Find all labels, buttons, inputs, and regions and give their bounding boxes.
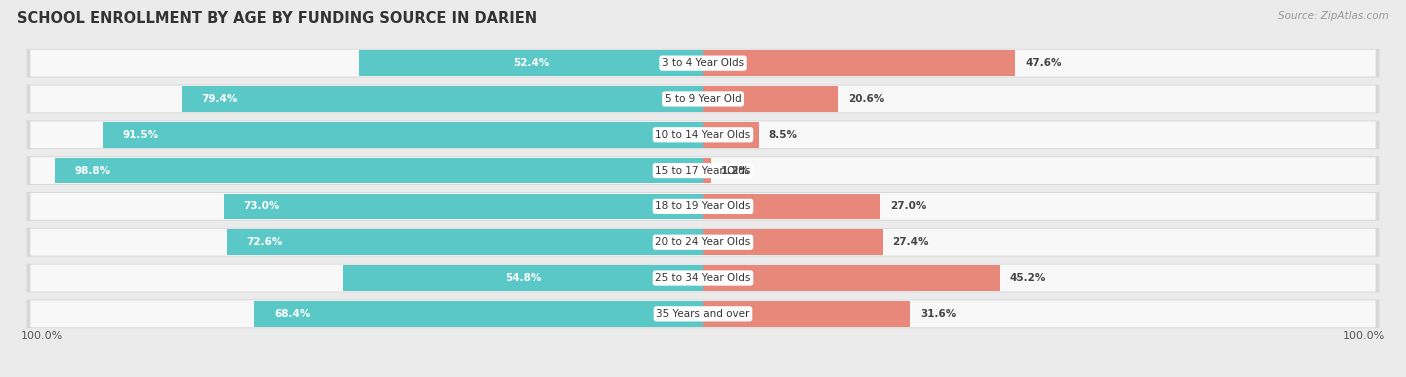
Text: 91.5%: 91.5% [122, 130, 159, 140]
Text: 27.4%: 27.4% [893, 237, 929, 247]
Text: 72.6%: 72.6% [246, 237, 283, 247]
Bar [703, 50, 1015, 76]
Text: 54.8%: 54.8% [505, 273, 541, 283]
Text: 1.2%: 1.2% [721, 166, 749, 176]
Text: 3 to 4 Year Olds: 3 to 4 Year Olds [662, 58, 744, 68]
FancyBboxPatch shape [27, 121, 1379, 149]
Text: 100.0%: 100.0% [21, 331, 63, 341]
Bar [703, 158, 711, 184]
FancyBboxPatch shape [31, 50, 1375, 77]
FancyBboxPatch shape [27, 49, 1379, 77]
Text: SCHOOL ENROLLMENT BY AGE BY FUNDING SOURCE IN DARIEN: SCHOOL ENROLLMENT BY AGE BY FUNDING SOUR… [17, 11, 537, 26]
Text: 20 to 24 Year Olds: 20 to 24 Year Olds [655, 237, 751, 247]
Bar [55, 158, 703, 184]
Text: 31.6%: 31.6% [920, 309, 956, 319]
Text: 27.0%: 27.0% [890, 201, 927, 211]
Bar [254, 301, 703, 327]
Text: 5 to 9 Year Old: 5 to 9 Year Old [665, 94, 741, 104]
FancyBboxPatch shape [31, 86, 1375, 112]
Text: 47.6%: 47.6% [1025, 58, 1062, 68]
Text: 15 to 17 Year Olds: 15 to 17 Year Olds [655, 166, 751, 176]
FancyBboxPatch shape [27, 300, 1379, 328]
Text: 68.4%: 68.4% [274, 309, 311, 319]
Bar [343, 265, 703, 291]
Text: 73.0%: 73.0% [243, 201, 280, 211]
Bar [226, 229, 703, 255]
Text: 18 to 19 Year Olds: 18 to 19 Year Olds [655, 201, 751, 211]
Bar [703, 301, 910, 327]
Text: 45.2%: 45.2% [1010, 273, 1046, 283]
Text: 52.4%: 52.4% [513, 58, 550, 68]
Text: 79.4%: 79.4% [201, 94, 238, 104]
Text: 20.6%: 20.6% [848, 94, 884, 104]
Text: 8.5%: 8.5% [769, 130, 797, 140]
FancyBboxPatch shape [27, 85, 1379, 113]
Text: 35 Years and over: 35 Years and over [657, 309, 749, 319]
Bar [703, 122, 759, 148]
FancyBboxPatch shape [31, 157, 1375, 184]
FancyBboxPatch shape [27, 264, 1379, 292]
FancyBboxPatch shape [27, 157, 1379, 184]
Text: 25 to 34 Year Olds: 25 to 34 Year Olds [655, 273, 751, 283]
Bar [359, 50, 703, 76]
FancyBboxPatch shape [31, 265, 1375, 291]
Text: Source: ZipAtlas.com: Source: ZipAtlas.com [1278, 11, 1389, 21]
Bar [703, 265, 1000, 291]
FancyBboxPatch shape [31, 121, 1375, 148]
Text: 10 to 14 Year Olds: 10 to 14 Year Olds [655, 130, 751, 140]
Bar [103, 122, 703, 148]
FancyBboxPatch shape [31, 193, 1375, 220]
Bar [224, 193, 703, 219]
Bar [703, 229, 883, 255]
FancyBboxPatch shape [31, 229, 1375, 256]
FancyBboxPatch shape [31, 300, 1375, 327]
Bar [703, 193, 880, 219]
Bar [181, 86, 703, 112]
FancyBboxPatch shape [27, 193, 1379, 220]
Bar [703, 86, 838, 112]
Text: 98.8%: 98.8% [75, 166, 111, 176]
FancyBboxPatch shape [27, 228, 1379, 256]
Text: 100.0%: 100.0% [1343, 331, 1385, 341]
